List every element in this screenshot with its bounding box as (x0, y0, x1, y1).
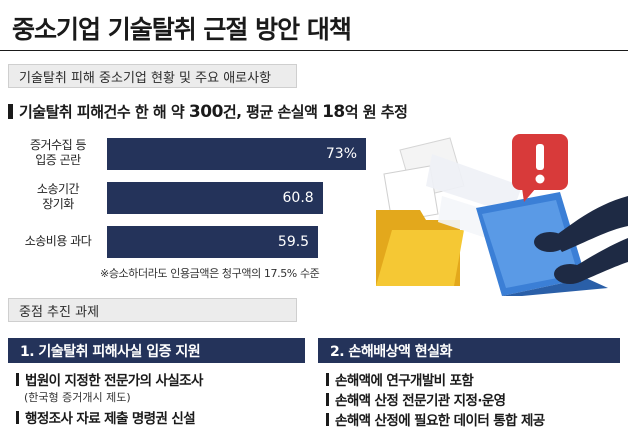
task-item-label: 손해액 산정 전문기관 지정·운영 (335, 393, 506, 409)
category-label: 소송기간 장기화 (8, 182, 108, 212)
task-item: 행정조사 자료 제출 명령권 신설 (16, 407, 196, 427)
bar-value-label: 60.8 (282, 190, 314, 206)
category-label-line: 소송기간 (36, 182, 80, 196)
bullet-square (8, 104, 13, 119)
section-header-tasks: 중점 추진 과제 (8, 298, 297, 322)
task-item: 손해액 산정 전문기관 지정·운영 (326, 389, 506, 409)
category-label-line: 입증 곤란 (35, 153, 81, 167)
task-item: 손해액에 연구개발비 포함 (326, 369, 474, 389)
task-item-label: 행정조사 자료 제출 명령권 신설 (25, 411, 196, 427)
task-item: 법원이 지정한 전문가의 사실조사 (16, 369, 203, 389)
headline: 기술탈취 피해건수 한 해 약 300건, 평균 손실액 18억 원 추정 (8, 101, 408, 122)
title-divider (0, 50, 628, 51)
headline-suffix: 억 원 추정 (344, 103, 408, 121)
task-item-label: 법원이 지정한 전문가의 사실조사 (25, 373, 203, 389)
headline-prefix: 기술탈취 피해건수 한 해 약 (19, 103, 189, 121)
illustration (376, 134, 628, 296)
column-heading: 1. 기술탈취 피해사실 입증 지원 (8, 338, 305, 363)
category-label-line: 소송비용 과다 (24, 234, 92, 248)
hacker-hands-icon (534, 196, 628, 284)
bullet-square (326, 413, 329, 426)
category-label-line: 장기화 (42, 197, 74, 211)
task-item-label: 손해액에 연구개발비 포함 (335, 373, 474, 389)
headline-count: 300 (188, 102, 224, 122)
bar-value-label: 73% (325, 146, 357, 162)
page-title: 중소기업 기술탈취 근절 방안 대책 (12, 15, 352, 44)
footnote: ※승소하더라도 인용금액은 청구액의 17.5% 수준 (100, 267, 320, 280)
section-header-status: 기술탈취 피해 중소기업 현황 및 주요 애로사항 (8, 64, 297, 88)
bullet-square (326, 373, 329, 386)
headline-loss: 18 (322, 102, 345, 122)
bar: 59.5 (107, 226, 319, 258)
bar: 73% (107, 138, 366, 170)
task-item-label: 손해액 산정에 필요한 데이터 통합 제공 (335, 413, 545, 429)
bullet-square (16, 373, 19, 386)
bar: 60.8 (107, 182, 323, 214)
task-item-note: (한국형 증거개시 제도) (24, 391, 131, 404)
category-label: 소송비용 과다 (8, 234, 108, 249)
bar-value-label: 59.5 (277, 234, 310, 250)
column-heading: 2. 손해배상액 현실화 (318, 338, 620, 363)
bullet-square (326, 393, 329, 406)
exclamation-icon (512, 134, 568, 202)
folder-icon (376, 210, 464, 286)
category-label-line: 증거수집 등 (29, 138, 87, 152)
task-item: 손해액 산정에 필요한 데이터 통합 제공 (326, 409, 545, 429)
bullet-square (16, 411, 19, 424)
category-label: 증거수집 등 입증 곤란 (8, 138, 108, 168)
headline-middle: 건, 평균 손실액 (222, 103, 323, 121)
